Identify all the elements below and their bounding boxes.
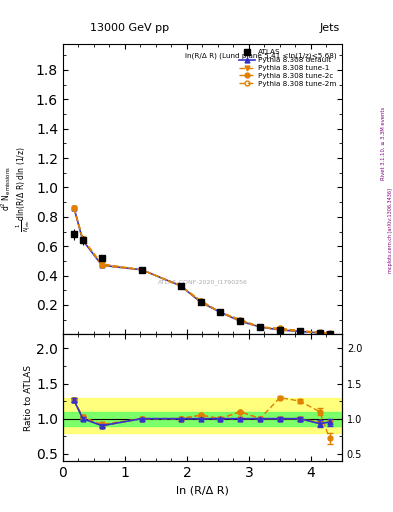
Text: Jets: Jets: [320, 23, 340, 33]
Y-axis label: Ratio to ATLAS: Ratio to ATLAS: [24, 365, 33, 431]
Text: 13000 GeV pp: 13000 GeV pp: [90, 23, 169, 33]
Text: mcplots.cern.ch [arXiv:1306.3436]: mcplots.cern.ch [arXiv:1306.3436]: [388, 188, 393, 273]
Y-axis label: d$^2$ N$_{\mathrm{emissions}}$
$\frac{1}{N_{\mathrm{jets}}}$dln(R/Δ R) dln (1/z): d$^2$ N$_{\mathrm{emissions}}$ $\frac{1}…: [0, 146, 33, 232]
X-axis label: ln (R/Δ R): ln (R/Δ R): [176, 485, 229, 495]
Text: Rivet 3.1.10, ≥ 3.3M events: Rivet 3.1.10, ≥ 3.3M events: [381, 106, 386, 180]
Text: ln(R/Δ R) (Lund plane 5.41 <ln(1/z)<5.68): ln(R/Δ R) (Lund plane 5.41 <ln(1/z)<5.68…: [185, 52, 336, 59]
Legend: ATLAS, Pythia 8.308 default, Pythia 8.308 tune-1, Pythia 8.308 tune-2c, Pythia 8: ATLAS, Pythia 8.308 default, Pythia 8.30…: [237, 47, 338, 89]
Bar: [63, 398, 342, 433]
Text: ATLAS-CONF-2020_I1790256: ATLAS-CONF-2020_I1790256: [158, 279, 247, 285]
Bar: [63, 412, 342, 425]
